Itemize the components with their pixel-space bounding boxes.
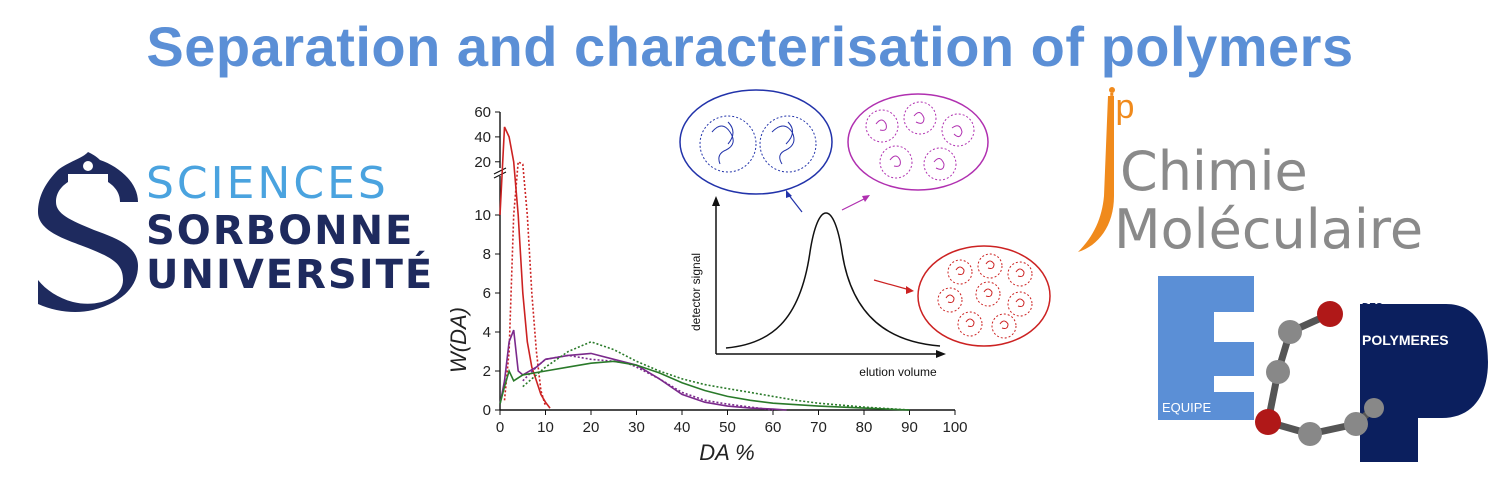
x-tick-label: 10 [537,419,554,436]
x-tick-label: 60 [765,419,782,436]
jp-line1: Chimie [1120,140,1308,203]
x-tick-label: 90 [901,419,918,436]
inset-y-axis-label: detector signal [689,253,703,331]
x-tick-label: 20 [583,419,600,436]
sorbonne-line3: UNIVERSITÉ [146,252,435,298]
sorbonne-line1: SCIENCES [146,158,389,209]
page-title: Separation and characterisation of polym… [146,15,1354,78]
x-tick-label: 80 [856,419,873,436]
logo-chimie-moleculaire: jp Chimie Moléculaire [1064,86,1484,266]
y-tick-label: 10 [474,207,491,224]
series-line-3 [499,329,787,411]
ecp-equipe: EQUIPE [1162,400,1212,415]
x-tick-label: 30 [628,419,645,436]
sorbonne-emblem-icon [38,152,138,312]
series-line-5 [499,360,910,411]
axis-break-icon [493,167,507,179]
ecp-top-label: DES [1362,302,1383,313]
y-tick-label: 6 [483,285,491,302]
jp-letters: jp [1108,88,1135,126]
y-tick-label: 2 [483,363,491,380]
ecp-polymeres: POLYMERES [1362,332,1449,348]
logo-sorbonne: SCIENCES SORBONNE UNIVERSITÉ [28,152,432,312]
x-tick-label: 100 [942,419,967,436]
x-tick-label: 0 [496,419,504,436]
inset-x-axis-label: elution volume [859,365,937,379]
y-tick-label: 4 [483,324,491,341]
x-tick-label: 70 [810,419,827,436]
chart-x-axis-label: DA % [699,440,754,465]
y-tick-label: 0 [483,402,491,419]
large-coils-ellipse-icon [679,89,833,195]
series-line-2 [503,160,547,407]
ecp-emblem-icon [1158,276,1488,462]
logo-ecp: DES POLYMERES CHIMIE EQUIPE [1150,272,1490,472]
elution-inset: detector signal elution volume [679,89,1051,379]
y-tick-label: 40 [474,129,491,146]
medium-coils-ellipse-icon [847,93,989,191]
chart-y-axis-label: W(DA) [446,307,471,373]
ecp-chimie: CHIMIE [1288,384,1337,400]
jp-swoosh-icon [1078,87,1115,252]
sorbonne-line2: SORBONNE [146,208,415,254]
x-tick-label: 40 [674,419,691,436]
series-line-6 [522,340,910,411]
small-coils-ellipse-icon [917,245,1051,347]
y-tick-label: 20 [474,154,491,171]
series-line-1 [499,126,551,409]
da-distribution-chart: 0 10 20 30 40 50 60 70 80 90 100 0 2 4 6 8 10 20 40 60 W(DA… [446,104,968,465]
jp-line2: Moléculaire [1114,198,1424,261]
y-tick-label: 8 [483,246,491,263]
y-tick-label: 60 [474,104,491,121]
x-tick-label: 50 [719,419,736,436]
